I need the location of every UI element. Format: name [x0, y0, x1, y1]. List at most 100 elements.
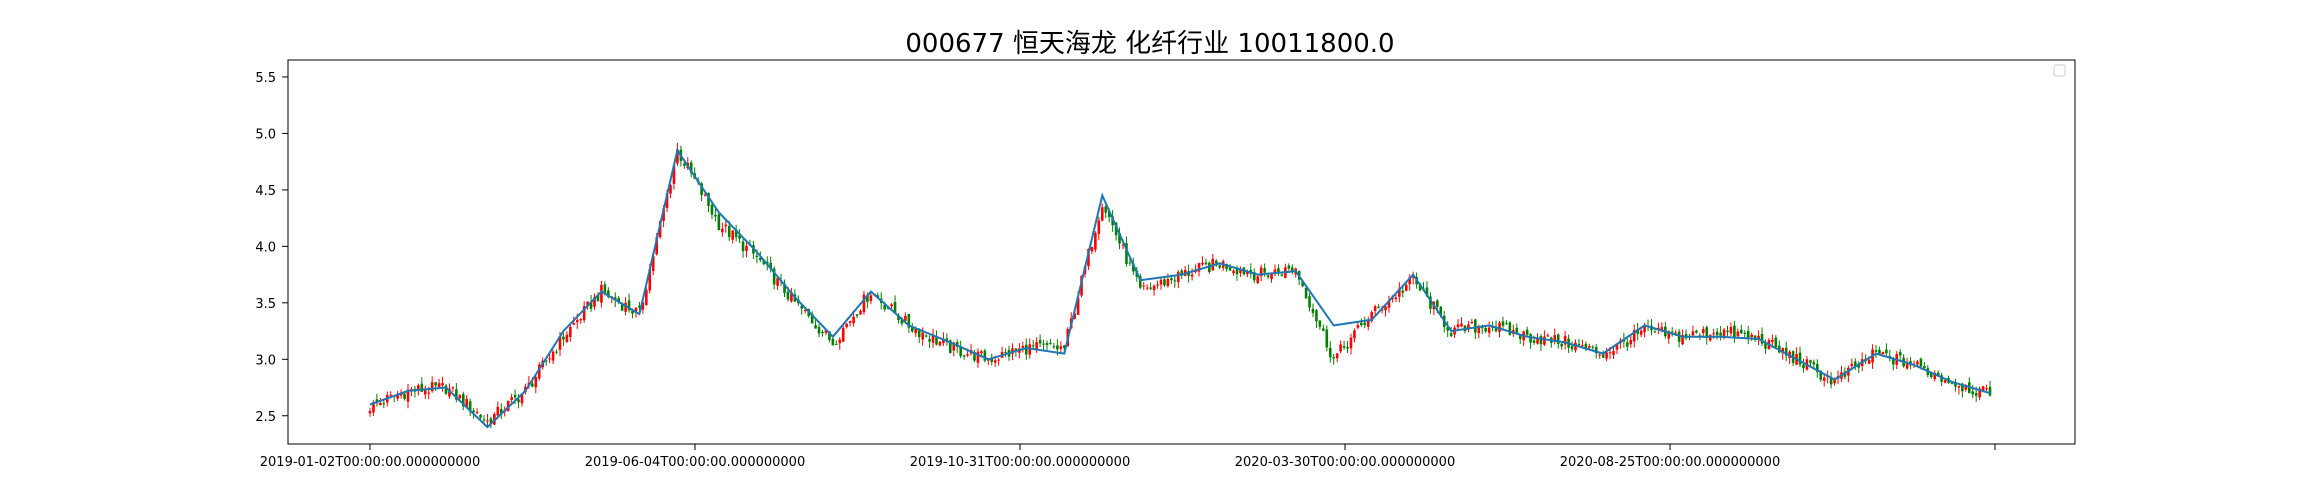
candle-body [855, 314, 859, 316]
candle-body [372, 402, 375, 413]
candle-body [1356, 325, 1360, 328]
candle-body [1094, 232, 1097, 250]
candle-body [1985, 388, 1988, 390]
plot-area [287, 59, 2076, 445]
candle-body [624, 302, 627, 312]
candle-body [1740, 329, 1743, 334]
candle-body [1370, 312, 1374, 321]
candle-body [1480, 327, 1484, 329]
candle-body [1898, 351, 1902, 356]
candle-body [1729, 326, 1733, 334]
candle-body [993, 360, 997, 363]
candle-body [838, 339, 842, 344]
candle-body [1829, 377, 1833, 385]
candle-body [893, 302, 897, 314]
x-axis: 2019-01-02T00:00:00.000000000 2019-06-04T… [260, 444, 1996, 470]
candle-body [1525, 329, 1529, 335]
candle-body [1384, 306, 1387, 311]
candle-body [814, 325, 817, 329]
candle-body [1197, 263, 1201, 272]
candle-body [437, 383, 441, 388]
candle-body [1660, 327, 1664, 330]
candle-body [1867, 360, 1871, 364]
candle-body [1563, 335, 1567, 345]
candle-body [1760, 334, 1764, 344]
candle-body [1163, 279, 1166, 286]
candle-body [1277, 268, 1280, 273]
candle-body [897, 315, 900, 320]
candle-body [800, 305, 804, 309]
candle-body [1228, 267, 1232, 271]
candle-body [714, 214, 717, 217]
y-tick-label: 4.0 [255, 240, 276, 255]
candle-body [423, 390, 427, 395]
candle-body [1819, 371, 1823, 380]
candle-body [558, 336, 562, 350]
candle-body [1553, 335, 1557, 341]
candle-body [862, 294, 866, 313]
candle-body [1225, 264, 1228, 270]
candle-body [1014, 348, 1018, 351]
candle-body [710, 204, 714, 215]
candle-body [1408, 277, 1411, 285]
candle-body [1201, 262, 1204, 265]
candle-body [817, 326, 821, 334]
y-tick-label: 3.5 [255, 297, 276, 312]
candle-body [399, 393, 403, 396]
candle-body [1107, 211, 1111, 218]
candle-body [1280, 274, 1284, 276]
moving-average-line [369, 147, 1991, 429]
candle-body [403, 393, 406, 399]
candle-body [1467, 324, 1470, 330]
candle-body [1570, 346, 1574, 350]
candle-body [1180, 270, 1184, 275]
candle-body [1159, 279, 1163, 285]
candle-body [389, 394, 393, 396]
candle-body [451, 387, 455, 389]
candle-body [489, 418, 493, 424]
candle-body [531, 383, 534, 387]
candle-body [1891, 358, 1895, 365]
candle-body [703, 194, 707, 196]
candle-body [1974, 392, 1978, 396]
candle-body [1097, 220, 1101, 234]
candle-body [924, 335, 928, 337]
candle-body [1494, 327, 1498, 332]
candle-body [1798, 352, 1802, 365]
candle-body [662, 208, 665, 221]
candle-body [1577, 343, 1581, 346]
candle-body [741, 241, 745, 252]
candle-body [772, 268, 776, 285]
candle-body [1132, 263, 1135, 272]
candle-body [835, 343, 838, 345]
candle-body [1508, 322, 1512, 335]
candle-body [1449, 333, 1453, 337]
x-tick-label: 2020-03-30T00:00:00.000000000 [1235, 455, 1455, 470]
candle-body [1011, 348, 1014, 354]
candle-body [565, 334, 569, 342]
candle-body [562, 336, 565, 340]
candle-body [1719, 332, 1722, 336]
candle-body [382, 403, 386, 405]
candle-body [1498, 322, 1501, 332]
candle-body [607, 290, 610, 297]
candle-body [1218, 265, 1222, 268]
candle-body [520, 393, 524, 404]
candle-body [755, 255, 759, 258]
candle-body [911, 326, 914, 332]
candle-body [997, 359, 1000, 361]
candle-body [731, 230, 734, 240]
candle-body [645, 289, 648, 305]
candle-body [582, 306, 586, 321]
candle-body [1757, 335, 1760, 340]
candle-body [1377, 306, 1380, 308]
candle-body [1021, 345, 1025, 348]
candle-body [1833, 379, 1836, 384]
candle-body [434, 382, 437, 386]
candle-body [1387, 300, 1391, 308]
candle-body [1446, 327, 1449, 331]
candle-body [1881, 352, 1885, 355]
candle-body [417, 385, 420, 390]
candle-body [1090, 247, 1094, 252]
